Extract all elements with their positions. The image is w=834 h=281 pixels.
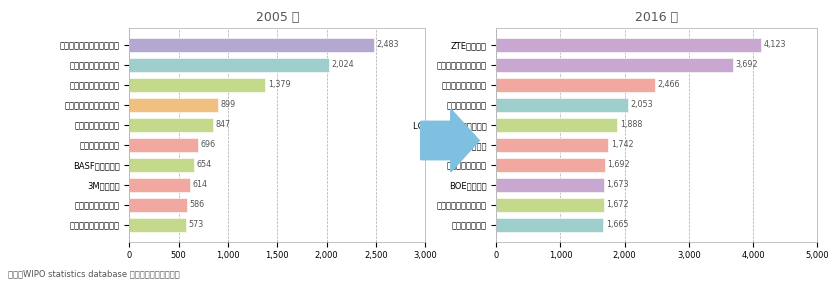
Bar xyxy=(496,178,604,192)
Text: 4,123: 4,123 xyxy=(764,40,786,49)
Text: 2,466: 2,466 xyxy=(657,80,680,89)
Bar xyxy=(129,78,265,92)
FancyArrow shape xyxy=(420,109,480,172)
Bar xyxy=(496,98,628,112)
Title: 2016 年: 2016 年 xyxy=(636,11,678,24)
Text: 1,742: 1,742 xyxy=(610,140,633,149)
Bar xyxy=(496,38,761,52)
Bar xyxy=(496,198,604,212)
Title: 2005 年: 2005 年 xyxy=(255,11,299,24)
Bar xyxy=(496,118,617,132)
Bar xyxy=(129,138,198,152)
Text: 654: 654 xyxy=(196,160,211,169)
Bar xyxy=(496,138,608,152)
Text: 資料：WIPO statistics database から経済産業省作成。: 資料：WIPO statistics database から経済産業省作成。 xyxy=(8,269,180,278)
Text: 1,888: 1,888 xyxy=(620,120,642,129)
Bar xyxy=(496,58,733,72)
Text: 1,379: 1,379 xyxy=(268,80,290,89)
Text: 899: 899 xyxy=(220,100,236,109)
Bar xyxy=(129,217,186,232)
Bar xyxy=(129,38,374,52)
Text: 696: 696 xyxy=(200,140,215,149)
Text: 2,053: 2,053 xyxy=(631,100,653,109)
Bar xyxy=(496,158,605,172)
Text: 1,692: 1,692 xyxy=(607,160,630,169)
Bar xyxy=(129,118,213,132)
Bar xyxy=(496,217,603,232)
Text: 2,483: 2,483 xyxy=(377,40,399,49)
Bar xyxy=(129,98,218,112)
Text: 3,692: 3,692 xyxy=(736,60,758,69)
Text: 573: 573 xyxy=(188,220,203,229)
Bar xyxy=(496,78,655,92)
Bar xyxy=(129,58,329,72)
Text: 586: 586 xyxy=(189,200,204,209)
Text: 614: 614 xyxy=(192,180,207,189)
Text: 847: 847 xyxy=(215,120,230,129)
Text: 1,673: 1,673 xyxy=(606,180,629,189)
Bar xyxy=(129,178,190,192)
Text: 1,665: 1,665 xyxy=(605,220,628,229)
Text: 1,672: 1,672 xyxy=(606,200,629,209)
Bar xyxy=(129,158,193,172)
Bar xyxy=(129,198,187,212)
Text: 2,024: 2,024 xyxy=(331,60,354,69)
